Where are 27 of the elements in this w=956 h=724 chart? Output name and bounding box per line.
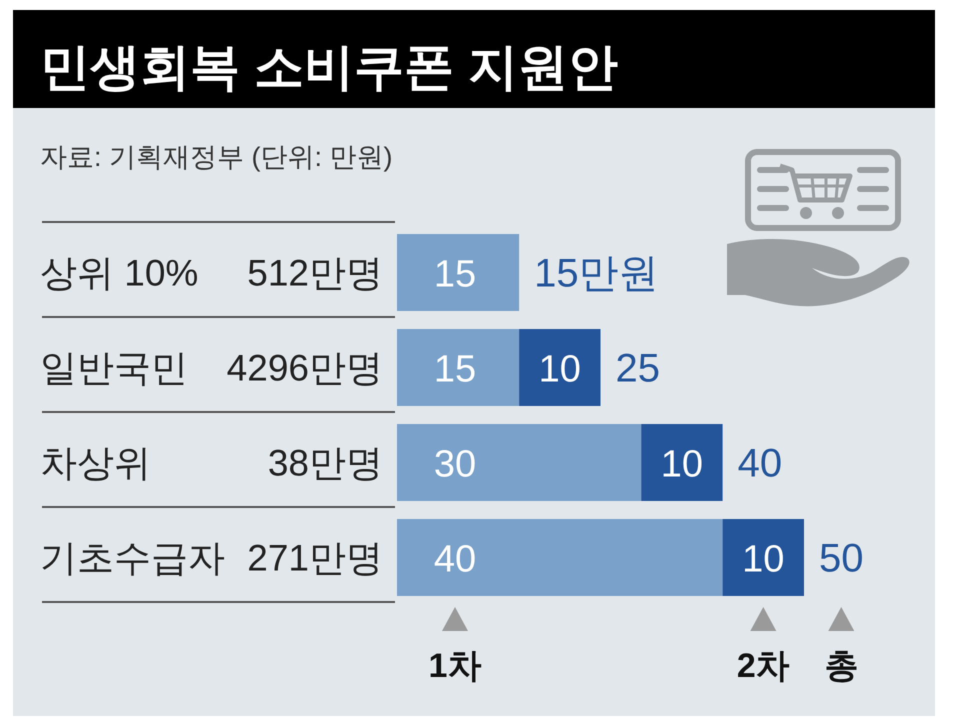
data-label: 30 [434,444,476,486]
data-label: 10 [538,348,581,390]
data-label: 40 [434,538,476,580]
total-label: 25 [616,346,660,390]
bar [397,234,520,311]
bar [397,519,723,596]
bar [641,424,723,501]
data-label: 15 [434,254,476,296]
total-label: 40 [738,442,782,486]
data-label: 10 [660,444,704,486]
bar [722,519,804,596]
series-label: 2차 [736,647,790,685]
category-label: 상위 10% 512만명 [40,252,383,294]
total-label: 50 [819,536,864,580]
category-label: 차상위 38만명 [40,442,383,484]
series-label: 1차 [428,647,482,685]
y-tick-label: 일반국민 4296만명 [40,348,383,388]
bar [397,424,642,501]
y-tick-label: 기초수급자 271만명 [40,538,383,578]
bar [397,329,520,406]
bar [519,329,600,406]
text: 총 [824,647,858,685]
text: 자료: 기획재정부 (단위: 만원) [40,142,392,172]
data-label: 15 [434,348,476,390]
chart-title: 민생회복 소비쿠폰 지원안 [40,39,618,95]
data-label: 10 [742,538,784,580]
total-label: 15만원 [534,252,659,296]
